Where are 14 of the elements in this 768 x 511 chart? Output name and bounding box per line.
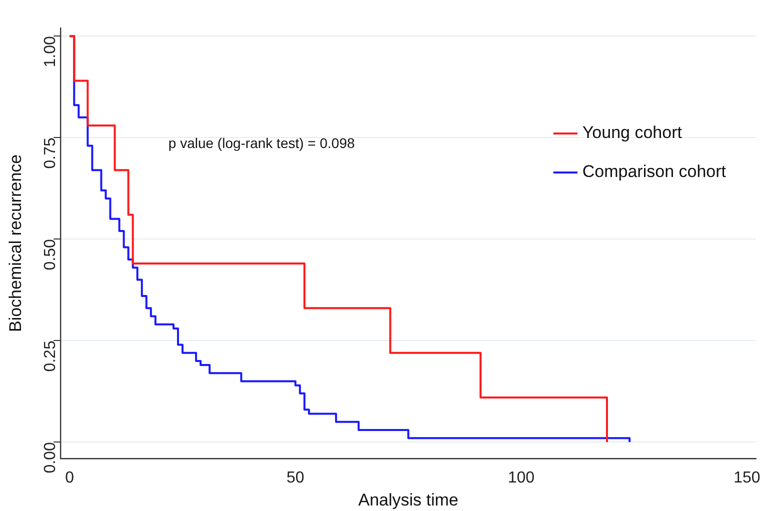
y-tick-label: 0.75 xyxy=(42,138,60,169)
x-tick-label: 0 xyxy=(65,469,74,486)
y-tick-label: 1.00 xyxy=(42,36,60,68)
legend-label: Comparison cohort xyxy=(582,162,726,182)
x-tick-label: 100 xyxy=(508,469,535,486)
x-tick-label: 50 xyxy=(286,469,304,486)
annotation: p value (log-rank test) = 0.098 xyxy=(168,135,355,152)
y-tick-label: 0.25 xyxy=(42,340,60,372)
legend-label: Young cohort xyxy=(582,123,682,142)
y-tick-label: 0.50 xyxy=(42,239,60,270)
y-tick-label: 0.00 xyxy=(42,442,60,474)
x-axis-title: Analysis time xyxy=(358,490,458,510)
y-axis-title: Biochemical recurrence xyxy=(6,154,25,332)
x-tick-label: 150 xyxy=(734,469,760,486)
